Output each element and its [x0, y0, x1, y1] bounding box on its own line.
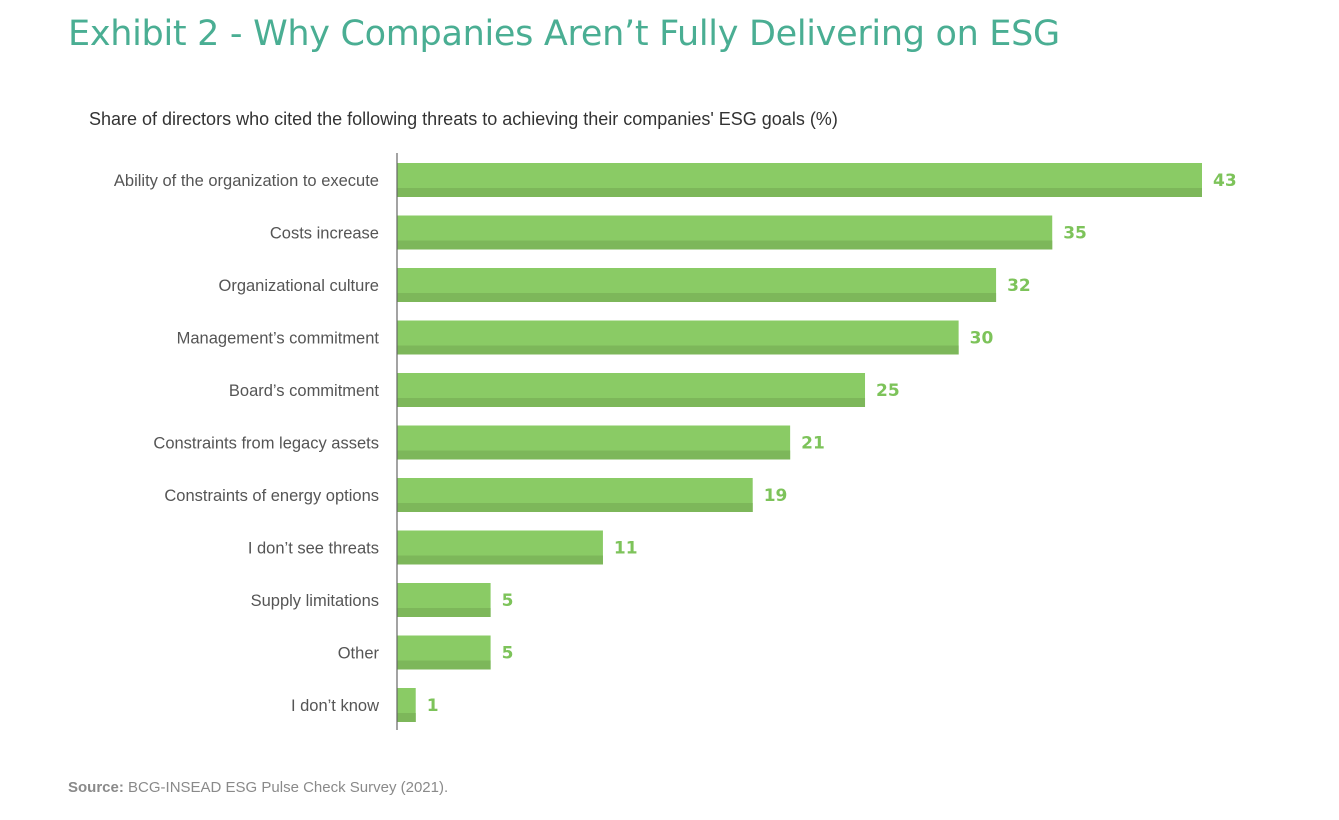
bar-shadow	[397, 713, 416, 722]
source-text: BCG-INSEAD ESG Pulse Check Survey (2021)…	[123, 779, 449, 796]
value-label: 1	[427, 696, 439, 716]
bar-group: Constraints from legacy assets 21	[153, 425, 825, 460]
category-label: Costs increase	[270, 225, 379, 243]
category-label: I don’t see threats	[248, 540, 379, 558]
bar-shadow	[397, 293, 997, 302]
value-label: 43	[1213, 171, 1237, 191]
category-label: I don’t know	[291, 697, 379, 715]
bar-shadow	[397, 398, 866, 407]
bar-group: Constraints of energy options 19	[164, 478, 787, 512]
bar-group: Organizational culture 32	[218, 268, 1031, 302]
category-label: Supply limitations	[251, 592, 379, 610]
source-label: Source:	[68, 779, 124, 796]
value-label: 21	[801, 434, 825, 454]
category-label: Constraints of energy options	[164, 487, 379, 505]
source-note: Source: BCG-INSEAD ESG Pulse Check Surve…	[68, 779, 448, 796]
bar-group: Management’s commitment 30	[177, 320, 994, 355]
bar-group: Costs increase 35	[270, 215, 1087, 250]
bar-shadow	[397, 555, 603, 565]
bar-group: I don’t know 1	[291, 688, 439, 722]
value-label: 19	[764, 486, 788, 506]
category-label: Organizational culture	[218, 277, 379, 295]
chart-title: Exhibit 2 - Why Companies Aren’t Fully D…	[68, 14, 1060, 54]
value-label: 5	[502, 591, 514, 611]
value-label: 32	[1007, 276, 1031, 296]
category-label: Management’s commitment	[177, 330, 380, 348]
bar-group: Supply limitations 5	[251, 583, 514, 617]
category-label: Other	[338, 645, 380, 663]
bar-group: I don’t see threats 11	[248, 530, 638, 565]
chart-subtitle: Share of directors who cited the followi…	[89, 109, 838, 129]
bar-shadow	[397, 450, 791, 460]
bar-shadow	[397, 660, 491, 670]
value-label: 25	[876, 381, 900, 401]
bar-shadow	[397, 608, 491, 617]
bar-shadow	[397, 188, 1202, 197]
bar-group: Other 5	[338, 635, 514, 670]
bar-shadow	[397, 345, 959, 355]
value-label: 5	[502, 644, 514, 664]
bar-shadow	[397, 240, 1053, 250]
category-label: Board’s commitment	[229, 382, 379, 400]
bar-shadow	[397, 503, 753, 512]
bar-group: Ability of the organization to execute 43	[114, 163, 1237, 197]
value-label: 35	[1063, 224, 1087, 244]
value-label: 11	[614, 539, 638, 559]
category-label: Constraints from legacy assets	[153, 435, 379, 453]
bar-group: Board’s commitment 25	[229, 373, 900, 407]
value-label: 30	[970, 329, 994, 349]
category-label: Ability of the organization to execute	[114, 172, 379, 190]
